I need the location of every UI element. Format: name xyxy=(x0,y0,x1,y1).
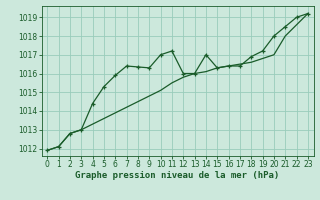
X-axis label: Graphe pression niveau de la mer (hPa): Graphe pression niveau de la mer (hPa) xyxy=(76,171,280,180)
